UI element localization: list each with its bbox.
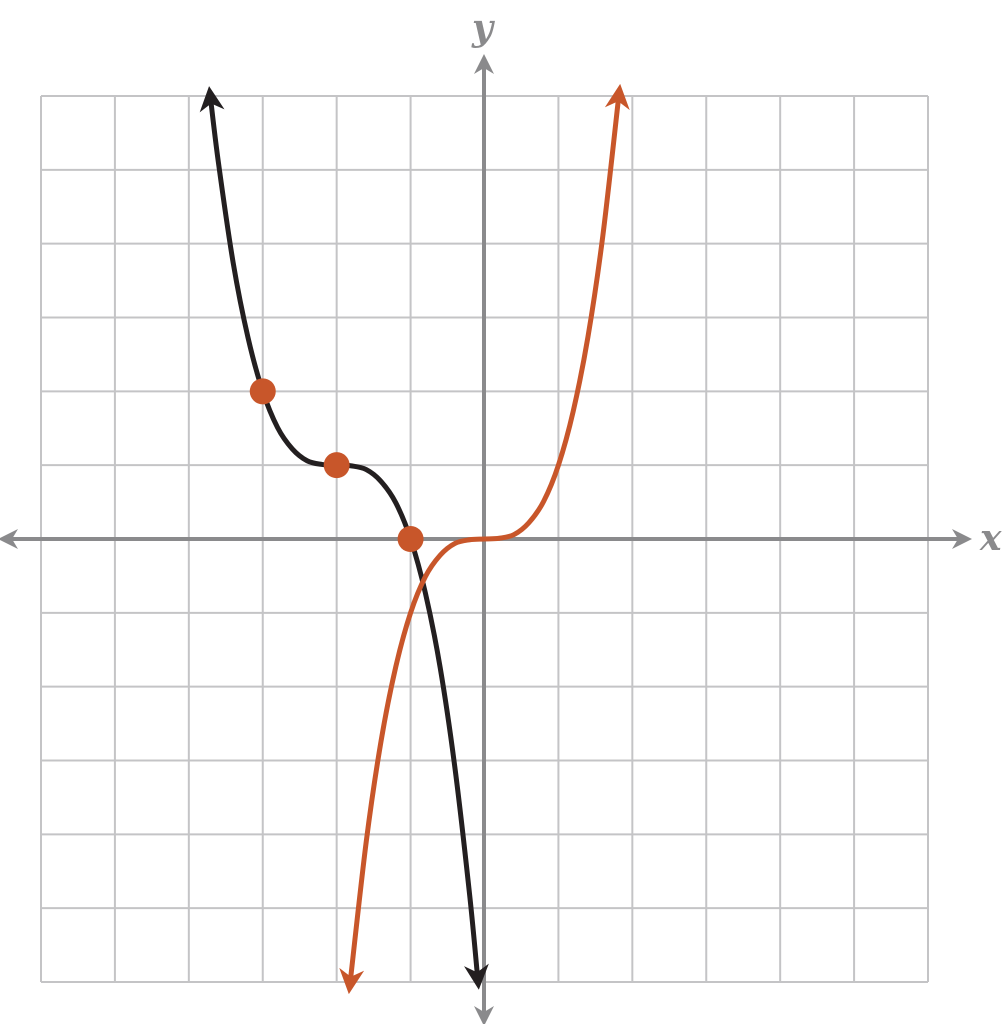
curve xyxy=(339,83,630,995)
point xyxy=(323,452,350,479)
point xyxy=(249,378,276,405)
plot xyxy=(199,83,630,995)
y-axis-label: y xyxy=(471,7,495,49)
point xyxy=(397,526,424,552)
x-axis-label: x xyxy=(979,517,1002,559)
